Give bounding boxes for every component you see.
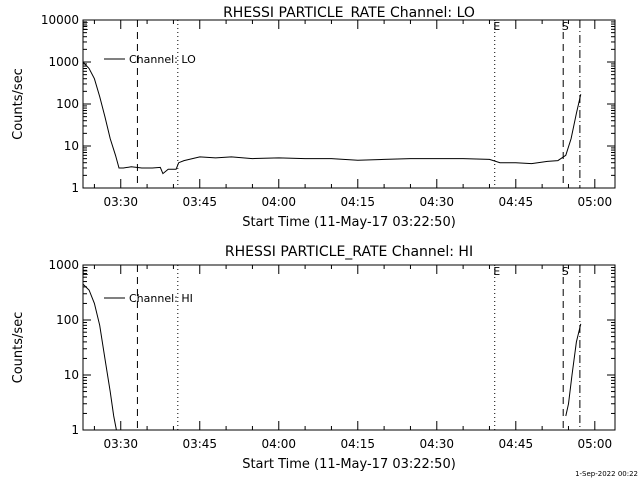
x-tick-label: 04:30 (419, 437, 454, 451)
x-tick-label: 03:45 (182, 437, 217, 451)
marker-label: E (82, 265, 89, 278)
x-axis-label: Start Time (11-May-17 03:22:50) (242, 457, 456, 472)
marker-label: S (562, 20, 569, 33)
x-tick-label: 04:00 (261, 437, 296, 451)
x-tick-label: 04:30 (419, 195, 454, 209)
marker-label: E (493, 20, 500, 33)
x-axis-label: Start Time (11-May-17 03:22:50) (242, 215, 456, 230)
legend-label: Channel: HI (129, 292, 193, 305)
chart-title: RHESSI PARTICLE_RATE Channel: HI (225, 244, 473, 260)
y-tick-label: 10000 (41, 13, 79, 27)
series-line (565, 323, 582, 417)
y-axis: 1 10 100 1000 10000 (41, 13, 615, 195)
x-tick-label: 04:15 (340, 437, 375, 451)
x-axis: 03:30 03:45 04:00 04:15 04:30 04:45 05:00 (93, 20, 613, 209)
x-tick-label: 04:00 (261, 195, 296, 209)
y-tick-label: 10 (64, 368, 79, 382)
series-line (83, 61, 582, 175)
chart-2: RHESSI PARTICLE_RATE Channel: HI 1 10 100 10… (11, 244, 616, 472)
series-line (83, 283, 117, 430)
plot-frame (82, 264, 616, 431)
footer-timestamp: 1-Sep-2022 00:22 (575, 470, 638, 478)
x-tick-label: 05:00 (578, 195, 613, 209)
y-tick-label: 100 (56, 97, 79, 111)
x-tick-label: 04:45 (499, 437, 534, 451)
x-tick-label: 04:15 (340, 195, 375, 209)
y-axis: 1 10 100 1000 (48, 258, 615, 437)
marker-label: E (493, 265, 500, 278)
x-tick-label: 05:00 (578, 437, 613, 451)
y-axis-label: Counts/sec (11, 68, 26, 140)
chart-1: RHESSI PARTICLE_RATE Channel: LO 1 10 100 10… (11, 5, 616, 230)
marker-label: S (562, 265, 569, 278)
y-tick-label: 1000 (48, 258, 79, 272)
x-tick-label: 04:45 (499, 195, 534, 209)
legend: Channel: HI (104, 292, 193, 305)
legend: Channel: LO (104, 53, 196, 66)
chart-title: RHESSI PARTICLE_RATE Channel: LO (223, 5, 475, 21)
x-tick-label: 03:30 (103, 195, 138, 209)
legend-label: Channel: LO (129, 53, 196, 66)
x-axis: 03:30 03:45 04:00 04:15 04:30 04:45 05:00 (93, 265, 613, 451)
y-tick-label: 1 (71, 181, 79, 195)
x-tick-label: 03:30 (103, 437, 138, 451)
y-tick-label: 1000 (48, 55, 79, 69)
marker-label: E (82, 20, 89, 33)
y-tick-label: 1 (71, 423, 79, 437)
y-tick-label: 100 (56, 313, 79, 327)
y-axis-label: Counts/sec (11, 312, 26, 384)
x-tick-label: 03:45 (182, 195, 217, 209)
y-tick-label: 10 (64, 139, 79, 153)
